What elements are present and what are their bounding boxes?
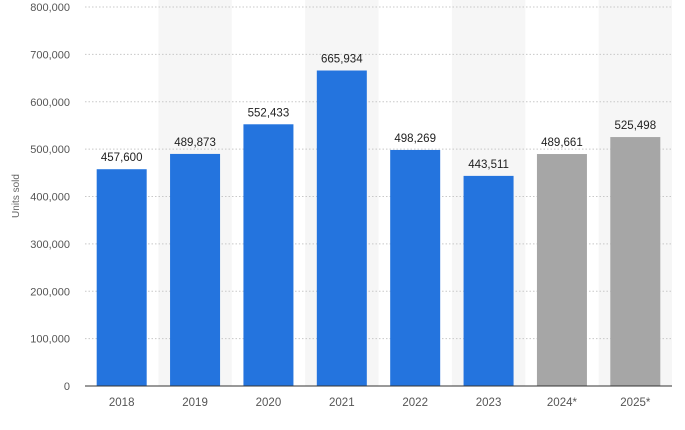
y-axis-ticks: 0 100,000 200,000 300,000 400,000 500,000 600,… (30, 2, 70, 393)
y-tick-label: 600,000 (30, 97, 70, 109)
x-tick-label: 2019 (182, 397, 208, 409)
x-tick-label: 2025* (620, 397, 651, 409)
data-label: 525,498 (615, 120, 657, 132)
data-label: 443,511 (468, 159, 509, 171)
data-label: 552,433 (248, 107, 290, 119)
data-label: 665,934 (321, 54, 363, 66)
x-tick-label: 2020 (256, 397, 282, 409)
bar (243, 124, 294, 387)
x-tick-label: 2024* (547, 397, 578, 409)
bar (390, 149, 441, 386)
data-label: 489,661 (541, 137, 583, 149)
y-tick-label: 100,000 (30, 334, 70, 346)
y-tick-label: 700,000 (30, 49, 70, 61)
y-tick-label: 300,000 (30, 239, 70, 251)
y-tick-label: 800,000 (30, 2, 70, 14)
y-tick-label: 0 (64, 381, 70, 393)
x-tick-label: 2021 (329, 397, 355, 409)
bar (536, 154, 587, 386)
x-axis-ticks: 2018 2019 2020 2021 2022 2023 2024* 2025* (109, 397, 651, 409)
y-tick-label: 200,000 (30, 286, 70, 298)
x-tick-label: 2022 (402, 397, 428, 409)
x-tick-label: 2018 (109, 397, 135, 409)
data-label: 498,269 (394, 133, 436, 145)
value-labels: 457,600 489,873 552,433 665,934 498,269 443,5… (101, 54, 656, 171)
data-label: 489,873 (174, 137, 216, 149)
x-tick-label: 2023 (476, 397, 502, 409)
bars (96, 70, 661, 387)
bar (170, 153, 221, 386)
data-label: 457,600 (101, 152, 143, 164)
bar (316, 70, 367, 387)
bar (96, 169, 147, 386)
bar (610, 137, 661, 386)
y-tick-label: 500,000 (30, 144, 70, 156)
bar (463, 175, 514, 386)
y-tick-label: 400,000 (30, 192, 70, 204)
y-axis-label: Units sold (11, 174, 22, 218)
